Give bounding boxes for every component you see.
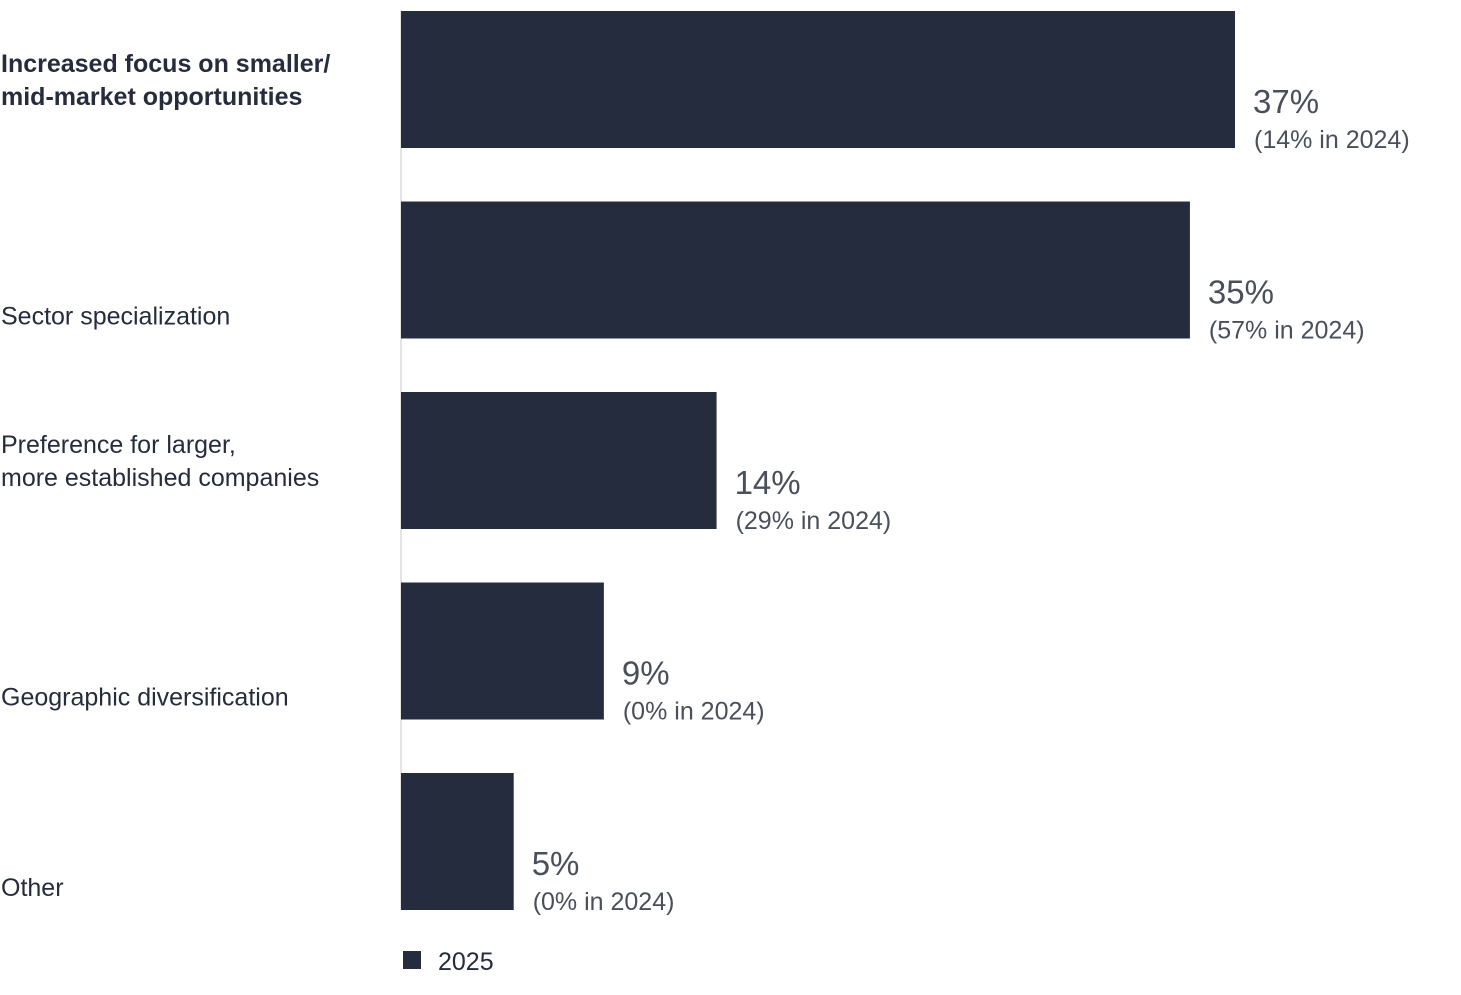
legend-label: 2025 [438,948,494,976]
value-label: 9% [622,655,670,692]
prior-year-label: (0% in 2024) [533,888,675,916]
prior-year-label: (0% in 2024) [623,698,765,726]
value-label: 35% [1208,274,1274,311]
bar [401,582,604,720]
prior-year-label: (29% in 2024) [736,507,892,535]
value-label: 14% [735,464,801,501]
category-label: more established companies [1,464,319,492]
category-label: Other [1,874,64,902]
bars-layer [401,11,1235,910]
bar [401,201,1190,339]
legend-swatch [403,951,421,969]
prior-year-label: (14% in 2024) [1254,126,1410,154]
bar [401,773,514,910]
prior-year-label: (57% in 2024) [1209,317,1365,345]
value-label: 37% [1253,83,1319,120]
labels-layer: Increased focus on smaller/mid-market op… [1,50,1410,916]
category-label: Sector specialization [1,303,230,331]
bar [401,392,717,529]
category-label: Geographic diversification [1,684,289,712]
category-label: mid-market opportunities [1,83,302,111]
category-label: Preference for larger, [1,431,236,459]
bar [401,11,1235,148]
legend: 2025 [403,948,494,976]
category-label: Increased focus on smaller/ [1,50,330,78]
value-label: 5% [532,845,580,882]
